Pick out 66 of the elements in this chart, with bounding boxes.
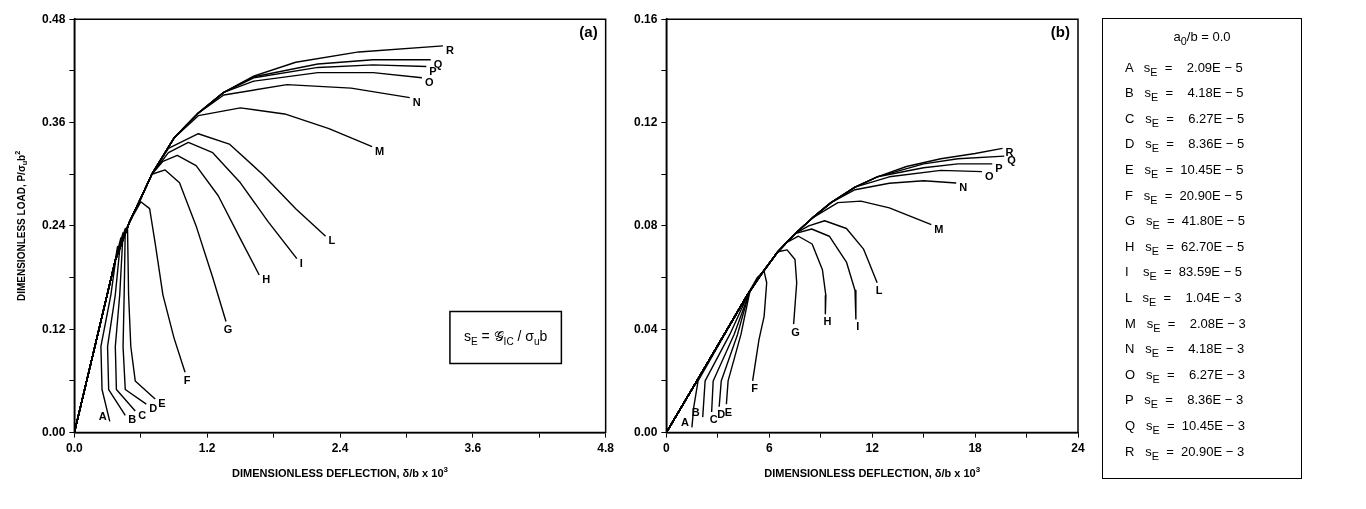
text: Q s$_{E}$ = 10.45E − 3 bbox=[1124, 416, 1246, 438]
series-label: P bbox=[995, 161, 1003, 174]
text: H s$_{E}$ = 62.70E − 5 bbox=[1124, 237, 1246, 259]
text: P s$_{E}$ = 8.36E − 3 bbox=[1124, 391, 1245, 412]
series-label: I bbox=[856, 320, 860, 333]
text: A s$_{E}$ = 2.09E − 5 bbox=[1124, 58, 1244, 80]
text: F s$_{E}$ = 20.90E − 5 bbox=[1124, 186, 1244, 208]
series-label: E bbox=[724, 405, 733, 418]
x-tick-label: 3.6 bbox=[464, 441, 482, 456]
text: N s$_{E}$ = 4.18E − 3 bbox=[1124, 340, 1246, 361]
text: I s$_{E}$ = 83.59E − 5 bbox=[1124, 263, 1244, 284]
x-tick-label: 1.2 bbox=[198, 441, 216, 456]
text: E s$_{E}$ = 10.45E − 5 bbox=[1124, 160, 1245, 182]
series-label: D bbox=[149, 402, 158, 415]
x-tick-label: 24 bbox=[1071, 441, 1085, 456]
y-tick-label: 0.16 bbox=[634, 11, 658, 26]
series-label: B bbox=[128, 413, 137, 426]
series-label: C bbox=[138, 409, 147, 422]
series-label: L bbox=[875, 284, 883, 297]
series-label: L bbox=[328, 234, 336, 247]
y-tick-label: 0.36 bbox=[42, 114, 66, 129]
y-tick-label: 0.04 bbox=[634, 321, 658, 336]
text: a$_{0}$/b = 0.0 bbox=[1172, 29, 1232, 47]
series-label: O bbox=[424, 75, 434, 88]
series-label: E bbox=[158, 397, 166, 410]
series-label: C bbox=[709, 413, 718, 426]
series-label: G bbox=[223, 323, 233, 336]
text: O s$_{E}$ = 6.27E − 3 bbox=[1124, 365, 1246, 387]
y-tick-label: 0.12 bbox=[634, 114, 658, 129]
series-label: D bbox=[717, 408, 726, 421]
series-label: F bbox=[751, 382, 759, 395]
series-label: G bbox=[791, 325, 800, 338]
y-tick-label: 0.12 bbox=[42, 321, 66, 336]
text: C s$_{E}$ = 6.27E − 5 bbox=[1124, 109, 1246, 131]
series-label: F bbox=[183, 373, 191, 386]
text: D s$_{E}$ = 8.36E − 5 bbox=[1124, 135, 1246, 156]
x-tick-label: 0 bbox=[663, 441, 671, 456]
series-label: H bbox=[262, 273, 271, 286]
series-label: A bbox=[680, 416, 689, 429]
series-label: N bbox=[959, 181, 968, 194]
series-label: R bbox=[445, 43, 454, 56]
series-label: M bbox=[934, 222, 944, 235]
text: L s$_{E}$ = 1.04E − 3 bbox=[1124, 288, 1243, 310]
x-tick-label: 12 bbox=[865, 441, 880, 456]
y-tick-label: 0.08 bbox=[634, 218, 658, 233]
series-label: M bbox=[375, 144, 385, 157]
x-tick-label: 6 bbox=[765, 441, 773, 456]
text: B s$_{E}$ = 4.18E − 5 bbox=[1124, 84, 1245, 105]
y-tick-label: 0.00 bbox=[42, 424, 66, 439]
series-label: H bbox=[823, 315, 832, 328]
x-tick-label: 2.4 bbox=[331, 441, 349, 456]
x-tick-label: 4.8 bbox=[597, 441, 615, 456]
series-label: N bbox=[412, 95, 421, 108]
x-tick-label: 0.0 bbox=[66, 441, 84, 456]
text: M s$_{E}$ = 2.08E − 3 bbox=[1124, 314, 1247, 336]
text: R s$_{E}$ = 20.90E − 3 bbox=[1124, 442, 1246, 464]
chart-title: (b) bbox=[1050, 23, 1070, 41]
chart-title: (a) bbox=[579, 23, 598, 41]
y-tick-label: 0.48 bbox=[42, 11, 66, 26]
y-tick-label: 0.00 bbox=[634, 424, 658, 439]
series-label: O bbox=[984, 169, 994, 182]
y-tick-label: 0.24 bbox=[42, 218, 66, 233]
series-label: A bbox=[98, 410, 107, 423]
series-label: I bbox=[299, 256, 303, 269]
text: G s$_{E}$ = 41.80E − 5 bbox=[1124, 212, 1246, 233]
x-tick-label: 18 bbox=[968, 441, 983, 456]
